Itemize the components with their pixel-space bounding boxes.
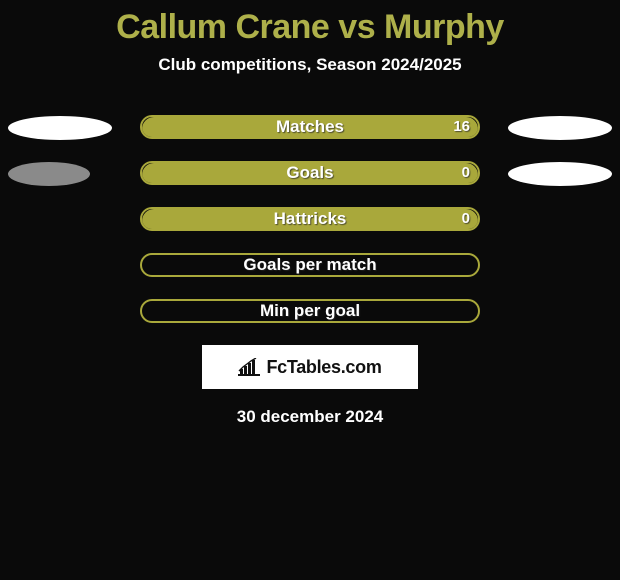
date-text: 30 december 2024 <box>0 407 620 427</box>
stat-row: Goals0 <box>0 161 620 187</box>
page-title: Callum Crane vs Murphy <box>0 8 620 47</box>
brand-text: FcTables.com <box>266 357 381 378</box>
stat-bar-fill <box>142 163 478 185</box>
stat-row: Matches16 <box>0 115 620 141</box>
left-ellipse <box>8 116 112 140</box>
brand-box: FcTables.com <box>202 345 418 389</box>
stat-bar-track <box>140 253 480 277</box>
page-subtitle: Club competitions, Season 2024/2025 <box>0 55 620 75</box>
bar-chart-icon <box>238 358 260 376</box>
stat-row: Goals per match <box>0 253 620 279</box>
stat-bar-track <box>140 161 480 185</box>
left-ellipse <box>8 162 90 186</box>
stat-bar-fill <box>142 117 478 139</box>
stat-bar-fill <box>142 209 478 231</box>
stat-row: Min per goal <box>0 299 620 325</box>
stat-bar-track <box>140 299 480 323</box>
comparison-infographic: Callum Crane vs Murphy Club competitions… <box>0 0 620 580</box>
stat-rows: Matches16 Goals0 Hattricks0 Goals per match… <box>0 115 620 325</box>
stat-bar-track <box>140 207 480 231</box>
right-ellipse <box>508 116 612 140</box>
right-ellipse <box>508 162 612 186</box>
stat-bar-track <box>140 115 480 139</box>
stat-row: Hattricks0 <box>0 207 620 233</box>
